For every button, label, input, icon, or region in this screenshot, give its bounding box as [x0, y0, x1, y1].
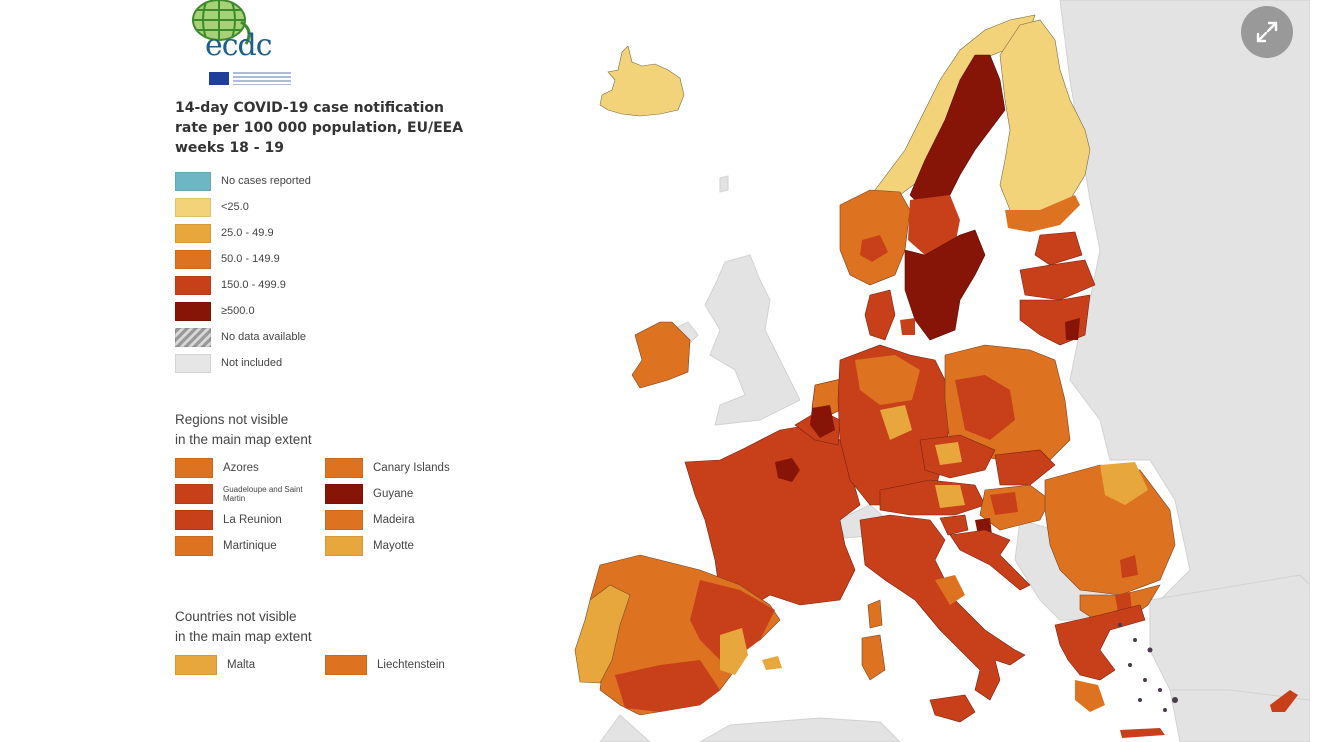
countries-legend: Malta Liechtenstein — [175, 655, 475, 675]
legend-swatch — [325, 536, 363, 556]
legend-item: Guadeloupe and Saint Martin — [175, 484, 325, 504]
regions-section-title: Regions not visible in the main map exte… — [175, 412, 312, 447]
globe-icon — [192, 0, 251, 45]
legend-item: ≥500.0 — [175, 298, 311, 324]
legend-item: Azores — [175, 458, 325, 478]
regions-legend: Azores Canary Islands Guadeloupe and Sai… — [175, 458, 475, 556]
countries-section-title: Countries not visible in the main map ex… — [175, 609, 312, 644]
logo-text: ecdc — [205, 28, 273, 63]
legend-item: 25.0 - 49.9 — [175, 220, 311, 246]
legend-swatch — [175, 249, 211, 269]
eu-flag-icon — [209, 72, 229, 85]
region-slovenia — [939, 514, 969, 536]
legend-item: Not included — [175, 350, 311, 376]
region-finland — [999, 19, 1091, 216]
legend-item: Mayotte — [325, 536, 475, 556]
legend-swatch — [175, 197, 211, 217]
legend-swatch — [175, 484, 213, 504]
legend-item: <25.0 — [175, 194, 311, 220]
region-denmark — [864, 289, 896, 341]
region-france — [684, 424, 861, 611]
legend-swatch — [175, 301, 211, 321]
legend-swatch — [325, 510, 363, 530]
region-corsica — [867, 599, 883, 629]
legend-swatch — [175, 223, 211, 243]
region-portugal — [574, 584, 631, 684]
legend-item: No data available — [175, 324, 311, 350]
region-slovakia — [994, 449, 1056, 486]
logo-subtitle — [233, 72, 291, 85]
region-croatia — [949, 529, 1031, 591]
legend-swatch — [175, 510, 213, 530]
fullscreen-button[interactable] — [1241, 6, 1293, 58]
legend-item: No cases reported — [175, 168, 311, 194]
legend-item: 150.0 - 499.9 — [175, 272, 311, 298]
legend-swatch — [175, 458, 213, 478]
expand-arrows-icon — [1256, 21, 1278, 43]
region-italy — [859, 514, 1026, 701]
region-ireland — [631, 321, 691, 389]
right-border — [1310, 0, 1320, 742]
rate-legend: No cases reported <25.0 25.0 - 49.9 50.0… — [175, 168, 311, 376]
ecdc-logo: ecdc — [178, 0, 291, 92]
region-sardinia — [861, 634, 886, 681]
legend-swatch — [325, 458, 363, 478]
legend-panel: ecdc 14-day COVID-19 case notification r… — [170, 0, 500, 742]
legend-swatch — [175, 536, 213, 556]
legend-swatch — [175, 171, 211, 191]
region-latvia — [1019, 259, 1096, 301]
legend-swatch — [325, 655, 367, 675]
region-sweden-mid — [908, 195, 960, 255]
legend-swatch-hatched — [175, 327, 211, 347]
region-iceland — [599, 45, 685, 117]
legend-item: Madeira — [325, 510, 475, 530]
legend-swatch — [175, 655, 217, 675]
legend-item: 50.0 - 149.9 — [175, 246, 311, 272]
legend-item: Martinique — [175, 536, 325, 556]
map-title: 14-day COVID-19 case notification rate p… — [175, 100, 464, 156]
legend-item: La Reunion — [175, 510, 325, 530]
region-sweden-south — [904, 229, 986, 341]
region-estonia — [1034, 231, 1083, 266]
legend-swatch — [175, 275, 211, 295]
region-greece — [1054, 604, 1146, 681]
region-sicily — [929, 694, 976, 723]
legend-item: Liechtenstein — [325, 655, 475, 675]
legend-item: Malta — [175, 655, 325, 675]
legend-swatch — [175, 353, 211, 373]
legend-item: Guyane — [325, 484, 475, 504]
legend-swatch — [325, 484, 363, 504]
legend-item: Canary Islands — [325, 458, 475, 478]
